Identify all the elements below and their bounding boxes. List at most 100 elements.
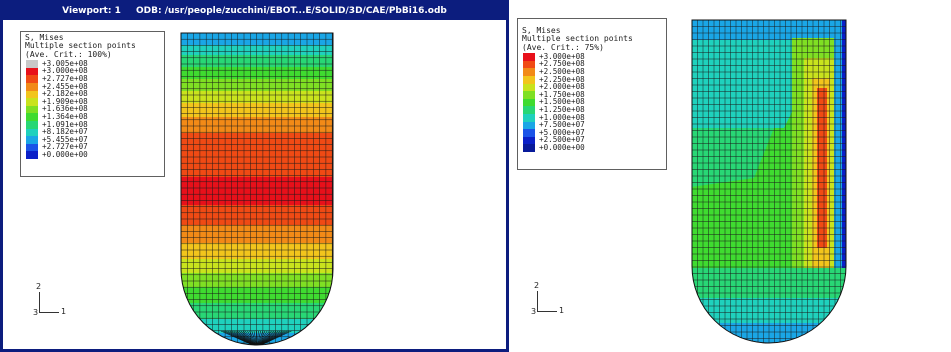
axis-2-line xyxy=(537,291,538,311)
viewport-title-bar[interactable]: Viewport: 1 ODB: /usr/people/zucchini/EB… xyxy=(3,3,506,20)
legend-swatch xyxy=(26,67,38,76)
legend-value: +5.455e+07 xyxy=(42,134,88,144)
legend-swatch xyxy=(523,60,535,69)
legend-entry: +2.500e+08 xyxy=(518,67,666,76)
legend-subtitle: Multiple section points xyxy=(25,41,136,51)
legend-value: +1.909e+08 xyxy=(42,96,88,106)
stress-band xyxy=(181,103,333,117)
legend-entry: +1.636e+08 xyxy=(21,104,164,114)
stress-band xyxy=(181,79,333,91)
legend-entry: +5.000e+07 xyxy=(518,127,666,137)
legend-swatch xyxy=(523,121,535,130)
stress-band xyxy=(181,243,333,259)
legend-value: +2.500e+08 xyxy=(539,67,585,76)
stress-band xyxy=(181,133,333,177)
legend-value: +7.500e+07 xyxy=(539,120,585,130)
legend-swatch xyxy=(523,106,535,114)
stress-band xyxy=(181,55,333,67)
legend-title: S, Mises xyxy=(522,26,561,35)
viewport-2[interactable]: S, Mises Multiple section points (Ave. C… xyxy=(509,0,951,352)
model-contour-plot[interactable] xyxy=(177,31,337,349)
legend-swatch xyxy=(26,105,38,114)
stress-band xyxy=(181,273,333,287)
legend-entry: +7.500e+07 xyxy=(518,120,666,130)
viewport-name: Viewport: 1 xyxy=(62,6,121,16)
legend-entry: +1.000e+08 xyxy=(518,113,666,122)
legend-entry: +1.750e+08 xyxy=(518,89,666,99)
legend-value: +5.000e+07 xyxy=(539,127,585,137)
legend-value: +2.750e+08 xyxy=(539,59,585,69)
legend-value: +1.750e+08 xyxy=(539,89,585,99)
legend-entry: +2.250e+08 xyxy=(518,74,666,84)
legend-entry: +3.005e+08 xyxy=(21,59,164,68)
legend-value: +3.000e+08 xyxy=(539,51,585,61)
legend-subtitle: Multiple section points xyxy=(522,34,633,44)
model-contour-plot[interactable] xyxy=(684,18,854,350)
stress-band xyxy=(181,67,333,79)
legend-swatch xyxy=(26,90,38,99)
legend-swatch xyxy=(26,120,38,129)
legend-entry: +1.364e+08 xyxy=(21,111,164,121)
legend-value: +3.000e+08 xyxy=(42,66,88,76)
legend-swatch xyxy=(26,75,38,83)
legend-entry: +2.182e+08 xyxy=(21,89,164,99)
legend-swatch xyxy=(523,91,535,99)
legend-swatch xyxy=(523,53,535,61)
legend-value: +2.250e+08 xyxy=(539,74,585,84)
legend-title: S, Mises xyxy=(25,33,64,42)
legend-entry: +2.750e+08 xyxy=(518,59,666,69)
legend-swatch xyxy=(523,136,535,145)
legend-swatch xyxy=(26,143,38,152)
stress-band xyxy=(181,117,333,133)
legend-swatch xyxy=(26,136,38,144)
legend-entry: +3.000e+08 xyxy=(518,51,666,61)
legend-averaging-criterion: (Ave. Crit.: 100%) xyxy=(25,49,112,59)
viewport-1[interactable]: Viewport: 1 ODB: /usr/people/zucchini/EB… xyxy=(0,0,509,352)
legend-swatch xyxy=(26,60,38,68)
legend-value: +2.500e+07 xyxy=(539,135,585,145)
legend-entry: +8.182e+07 xyxy=(21,127,164,137)
legend-color-scale: +3.005e+08 +3.000e+08 +2.727e+08 +2.455e+08… xyxy=(21,59,164,159)
legend-entry: +2.727e+08 xyxy=(21,74,164,83)
axis-2-label: 2 xyxy=(36,282,42,291)
legend-swatch xyxy=(523,113,535,122)
legend-value: +1.091e+08 xyxy=(42,119,88,129)
axis-3-label: 3 xyxy=(531,307,537,316)
stress-band xyxy=(181,225,333,243)
contour-legend[interactable]: S, Mises Multiple section points (Ave. C… xyxy=(517,18,667,170)
legend-swatch xyxy=(523,98,535,107)
legend-value: +2.000e+08 xyxy=(539,82,585,92)
stress-band xyxy=(181,45,333,55)
legend-swatch xyxy=(26,151,38,159)
axis-1-label: 1 xyxy=(61,307,67,316)
stress-band xyxy=(181,287,333,303)
odb-path: ODB: /usr/people/zucchini/EBOT...E/SOLID… xyxy=(135,6,447,16)
legend-entry: +0.000e+00 xyxy=(518,143,666,152)
stress-band xyxy=(181,259,333,273)
axis-2-label: 2 xyxy=(534,281,540,290)
legend-swatch xyxy=(26,128,38,137)
legend-swatch xyxy=(523,68,535,76)
legend-swatch xyxy=(26,83,38,91)
legend-entry: +1.909e+08 xyxy=(21,96,164,106)
legend-swatch xyxy=(523,76,535,84)
legend-value: +1.364e+08 xyxy=(42,111,88,121)
legend-entry: +5.455e+07 xyxy=(21,134,164,144)
legend-swatch xyxy=(523,144,535,152)
axis-2-line xyxy=(39,292,40,312)
legend-averaging-criterion: (Ave. Crit.: 75%) xyxy=(522,42,604,52)
legend-swatch xyxy=(26,98,38,106)
stress-band xyxy=(181,303,333,319)
stress-band xyxy=(181,205,333,225)
axis-triad: 2 3 1 xyxy=(33,282,75,322)
legend-value: +1.500e+08 xyxy=(539,97,585,107)
legend-entry: +0.000e+00 xyxy=(21,150,164,159)
legend-swatch xyxy=(26,113,38,121)
contour-legend[interactable]: S, Mises Multiple section points (Ave. C… xyxy=(20,31,165,177)
legend-entry: +2.727e+07 xyxy=(21,142,164,152)
legend-value: +1.636e+08 xyxy=(42,104,88,114)
legend-value: +2.455e+08 xyxy=(42,81,88,91)
axis-1-label: 1 xyxy=(559,306,565,315)
axis-1-line xyxy=(39,312,59,313)
legend-value: +2.182e+08 xyxy=(42,89,88,99)
